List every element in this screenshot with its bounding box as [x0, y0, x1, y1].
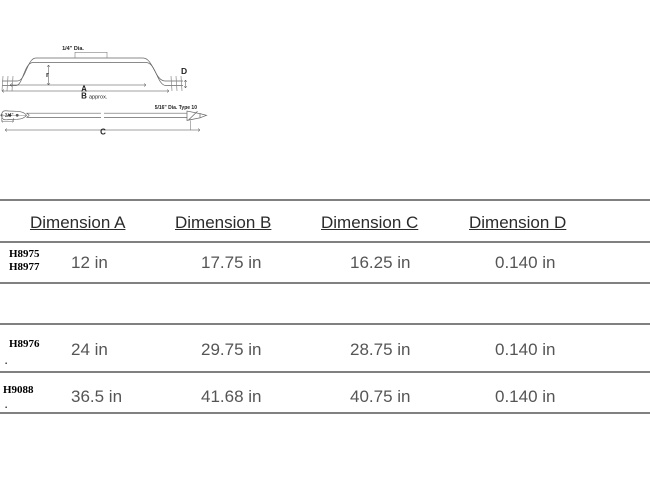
svg-text:approx.: approx.: [89, 95, 108, 101]
svg-text:1/4" Dia.: 1/4" Dia.: [62, 46, 84, 52]
svg-text:C: C: [100, 128, 106, 137]
svg-text:r: r: [46, 72, 49, 79]
svg-text:D: D: [181, 66, 187, 76]
svg-text:B: B: [81, 92, 87, 101]
svg-text:≈ 3/4": ≈ 3/4": [1, 113, 14, 119]
svg-text:5/16" Dia. Type 10: 5/16" Dia. Type 10: [155, 105, 198, 111]
